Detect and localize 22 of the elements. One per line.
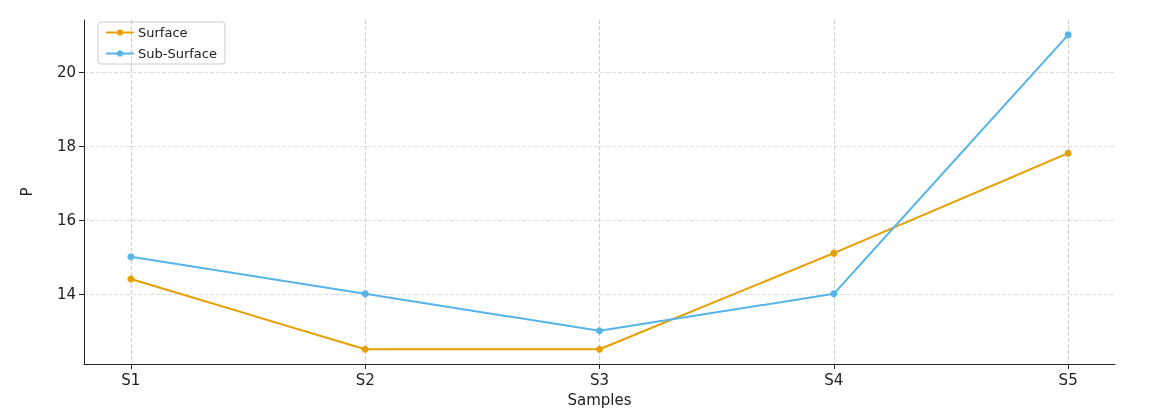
x-tick-label: S4	[824, 370, 844, 389]
point	[830, 290, 838, 298]
y-tick-label: 18	[56, 136, 76, 155]
y-tick-label: 14	[56, 284, 76, 303]
legend-label: Surface	[138, 25, 188, 40]
point	[1064, 149, 1072, 157]
y-axis-title: P	[17, 187, 36, 197]
point	[361, 290, 369, 298]
point	[830, 249, 838, 257]
y-tick-label: 20	[56, 62, 76, 81]
x-tick-label: S2	[355, 370, 375, 389]
x-tick-label: S5	[1058, 370, 1078, 389]
point	[361, 345, 369, 353]
x-tick-label: S3	[589, 370, 610, 389]
y-tick-label: 16	[56, 210, 76, 229]
point	[596, 345, 603, 353]
point	[596, 327, 603, 335]
point	[1064, 31, 1072, 39]
x-axis-title: Samples	[567, 390, 632, 409]
legend-label: Sub-Surface	[138, 46, 217, 61]
x-tick-label: S1	[121, 370, 141, 389]
point	[127, 253, 135, 261]
